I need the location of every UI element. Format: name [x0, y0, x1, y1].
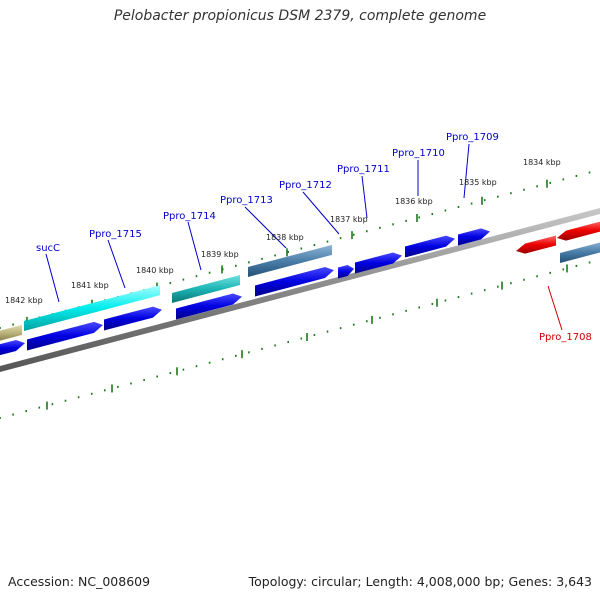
accession-text: Accession: NC_008609 — [8, 574, 151, 589]
gene-block — [560, 242, 600, 263]
gene-label-ppro-1710: Ppro_1710 — [392, 148, 445, 159]
gene-label-ppro-1715: Ppro_1715 — [89, 229, 142, 240]
leader-line — [302, 191, 340, 235]
kbp-label: 1841 kbp — [71, 281, 109, 290]
label-leader-lines — [45, 143, 563, 331]
gene-arrow-reverse — [516, 235, 556, 254]
gene-block — [24, 285, 160, 331]
gene-label-ppro-1708: Ppro_1708 — [539, 332, 592, 343]
kbp-label: 1840 kbp — [136, 266, 174, 275]
leader-line — [45, 253, 60, 303]
kbp-label: 1836 kbp — [395, 197, 433, 206]
gene-arrow — [355, 252, 402, 274]
leader-line — [463, 143, 470, 199]
gene-label-ppro-1713: Ppro_1713 — [220, 195, 273, 206]
gene-arrow-reverse — [557, 221, 600, 241]
gene-arrow — [255, 267, 334, 297]
genome-backbone — [0, 208, 600, 372]
gene-arrow — [104, 306, 162, 331]
leader-line — [361, 175, 368, 219]
gene-arrow — [458, 228, 490, 246]
kbp-label: 1838 kbp — [266, 233, 304, 242]
gene-arrows — [0, 221, 600, 356]
gene-labels: sucC Ppro_1715 Ppro_1714 Ppro_1713 Ppro_… — [36, 132, 592, 343]
leader-line — [187, 221, 202, 271]
gene-label-ppro-1714: Ppro_1714 — [163, 211, 216, 222]
gene-arrow — [27, 321, 103, 351]
gene-arrow — [0, 339, 25, 356]
map-title: Pelobacter propionicus DSM 2379, complet… — [113, 8, 487, 24]
gene-arrow — [176, 293, 242, 320]
leader-line — [244, 206, 287, 249]
gene-arrow — [405, 235, 455, 258]
gene-arrow — [338, 264, 354, 279]
gene-block — [0, 324, 22, 341]
kbp-label: 1842 kbp — [5, 296, 43, 305]
gene-label-ppro-1709: Ppro_1709 — [446, 132, 499, 143]
kbp-label: 1839 kbp — [201, 250, 239, 259]
gene-label-ppro-1711: Ppro_1711 — [337, 164, 390, 175]
genome-meta-text: Topology: circular; Length: 4,008,000 bp… — [248, 574, 592, 589]
gene-label-succ: sucC — [36, 243, 60, 254]
kbp-label: 1834 kbp — [523, 158, 561, 167]
kbp-label: 1835 kbp — [459, 178, 497, 187]
gene-label-ppro-1712: Ppro_1712 — [279, 180, 332, 191]
gene-block — [172, 275, 240, 303]
gene-block — [248, 244, 332, 277]
leader-line — [547, 285, 563, 331]
kbp-label: 1837 kbp — [330, 215, 368, 224]
position-ticks — [0, 171, 591, 419]
leader-line — [107, 239, 126, 289]
kbp-scale-labels: 1842 kbp 1841 kbp 1840 kbp 1839 kbp 1838… — [5, 158, 561, 305]
